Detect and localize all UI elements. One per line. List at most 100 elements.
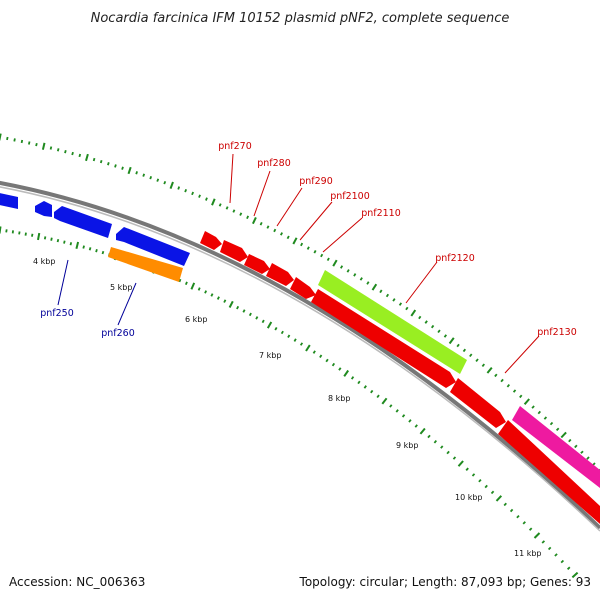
minor-tick	[163, 180, 167, 185]
minor-tick	[266, 225, 270, 229]
inner-gene-labels: pnf250 pnf260	[40, 259, 137, 339]
gene-block-blue	[54, 206, 112, 238]
outer-tick-track	[0, 133, 600, 474]
minor-tick	[198, 194, 201, 198]
minor-tick	[506, 384, 510, 388]
minor-tick	[519, 394, 523, 399]
major-tick	[37, 232, 41, 241]
minor-tick	[259, 222, 263, 226]
minor-tick	[101, 250, 105, 255]
minor-tick	[500, 378, 504, 383]
minor-tick	[223, 299, 227, 303]
minor-tick	[326, 257, 330, 262]
minor-tick	[246, 215, 250, 220]
minor-tick	[424, 320, 428, 324]
minor-tick	[418, 315, 422, 320]
major-tick	[332, 259, 338, 267]
minor-tick	[462, 348, 467, 353]
gene-block-red	[266, 263, 294, 286]
major-tick	[190, 282, 196, 290]
minor-tick	[446, 450, 450, 455]
major-tick	[419, 427, 426, 435]
minor-tick	[306, 246, 310, 250]
minor-tick	[363, 385, 367, 389]
minor-tick	[49, 146, 53, 150]
minor-tick	[43, 236, 47, 240]
minor-tick	[184, 281, 188, 286]
minor-tick	[346, 269, 350, 273]
minor-tick	[197, 287, 201, 291]
minor-tick	[114, 164, 117, 168]
minor-tick	[405, 306, 409, 311]
minor-tick	[225, 206, 229, 210]
minor-tick	[353, 273, 357, 277]
minor-tick	[338, 367, 342, 371]
minor-tick	[471, 473, 476, 477]
gene-block-orange	[108, 247, 183, 282]
kbp-label-8: 8 kbp	[328, 394, 350, 403]
minor-tick	[107, 162, 110, 166]
minor-tick	[325, 358, 329, 363]
gene-block-red	[311, 289, 456, 388]
minor-tick	[286, 235, 290, 240]
minor-tick	[465, 467, 469, 471]
minor-tick	[99, 159, 103, 164]
major-tick	[0, 226, 2, 234]
minor-tick	[427, 434, 431, 439]
minor-tick	[408, 419, 412, 423]
gene-block-blue	[35, 201, 52, 217]
minor-tick	[331, 362, 336, 367]
minor-tick	[178, 278, 182, 283]
major-tick	[448, 337, 455, 345]
minor-tick	[522, 521, 526, 525]
minor-tick	[261, 319, 265, 324]
minor-tick	[370, 389, 374, 394]
major-tick	[75, 241, 80, 250]
minor-tick	[543, 416, 548, 420]
minor-tick	[78, 153, 82, 158]
minor-tick	[512, 389, 517, 393]
minor-tick	[218, 203, 222, 207]
gene-label-pnf260: pnf260	[101, 328, 135, 339]
minor-tick	[469, 353, 473, 358]
minor-tick	[554, 553, 558, 557]
gene-block-magenta	[512, 406, 600, 488]
minor-tick	[481, 363, 485, 367]
minor-tick	[440, 445, 444, 449]
gene-label-pnf2100: pnf2100	[330, 191, 370, 202]
gene-label-pnf250: pnf250	[40, 308, 74, 319]
kbp-label-7: 7 kbp	[259, 351, 281, 360]
major-tick	[410, 309, 417, 317]
minor-tick	[494, 373, 498, 378]
minor-tick	[205, 197, 208, 201]
minor-tick	[350, 376, 355, 380]
gene-block-red	[290, 277, 316, 299]
minor-tick	[320, 253, 324, 258]
gene-block-blue	[0, 193, 18, 209]
minor-tick	[35, 142, 38, 147]
gene-block-red	[450, 378, 506, 428]
red-genes	[200, 231, 600, 524]
major-tick	[127, 166, 132, 175]
kbp-label-10: 10 kbp	[455, 493, 483, 502]
minor-tick	[313, 249, 317, 254]
minor-tick	[357, 380, 361, 385]
major-tick	[560, 431, 567, 439]
minor-tick	[242, 309, 246, 313]
minor-tick	[437, 329, 441, 334]
minor-tick	[248, 312, 252, 317]
blue-genes	[0, 193, 190, 266]
gene-label-pnf290: pnf290	[299, 176, 333, 187]
minor-tick	[92, 157, 96, 162]
minor-tick	[28, 141, 31, 145]
minor-tick	[401, 414, 406, 418]
major-tick	[228, 300, 234, 308]
major-tick	[85, 153, 89, 162]
minor-tick	[555, 427, 560, 432]
major-tick	[523, 398, 530, 405]
minor-tick	[135, 171, 138, 175]
minor-tick	[69, 242, 73, 246]
minor-tick	[300, 242, 304, 247]
minor-tick	[71, 151, 74, 156]
